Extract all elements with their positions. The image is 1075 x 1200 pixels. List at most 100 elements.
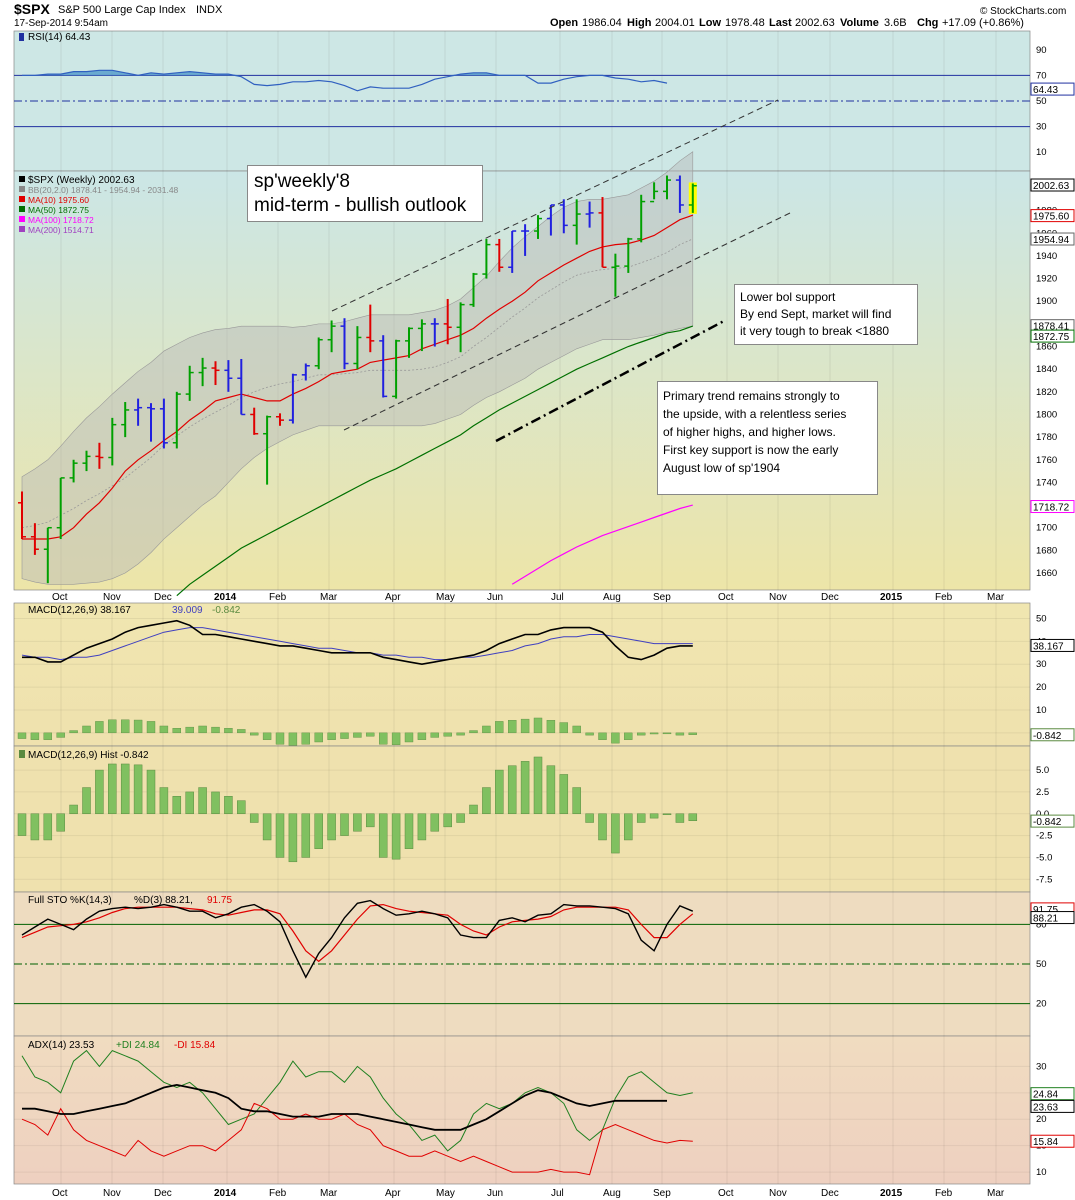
- macd-hist-bar: [430, 732, 439, 738]
- header-symbol: $SPX: [14, 1, 50, 17]
- primary-trend-annotation-box: Primary trend remains strongly to the up…: [657, 381, 878, 495]
- header-exchange: INDX: [196, 4, 223, 16]
- x-axis-label: Apr: [385, 592, 401, 603]
- ma10-line: [22, 214, 693, 540]
- hist-legend: MACD(12,26,9) Hist -0.842: [28, 750, 149, 761]
- title-annotation-line-2: mid-term - bullish outlook: [254, 195, 467, 216]
- ma50-line: [176, 325, 694, 597]
- price-panel-bg: [13, 170, 1031, 591]
- histogram-bar: [662, 813, 672, 816]
- indicator-lines: [21, 69, 694, 1176]
- price-tag-bg: [1030, 209, 1075, 223]
- histogram-bar: [482, 787, 491, 815]
- price-legend-swatch: [19, 176, 25, 182]
- macd-hist-bar: [340, 732, 349, 739]
- histogram-bar: [237, 800, 246, 815]
- histogram-bar: [82, 787, 91, 815]
- macd-hist-bar: [624, 732, 633, 740]
- macd-hist-bar: [82, 725, 91, 734]
- macd-hist-bar: [198, 725, 207, 734]
- price-y-tick: 1920: [1036, 274, 1057, 285]
- price-legend: MA(100) 1718.72: [28, 215, 94, 225]
- header-chg-label: Chg: [917, 17, 938, 29]
- histogram-bar: [559, 774, 569, 815]
- adx-y-tick: 30: [1036, 1061, 1047, 1072]
- trend-channel: [331, 99, 791, 443]
- rsi-y-tick: 70: [1036, 70, 1047, 81]
- price-y-tick: 1820: [1036, 387, 1057, 398]
- adx-y-tick: 20: [1036, 1114, 1047, 1125]
- macd-hist-last-label-bg: [1030, 728, 1075, 742]
- histogram-bar: [598, 813, 607, 841]
- histogram-bar: [301, 813, 311, 858]
- histogram-bar: [675, 813, 685, 823]
- histogram-bar: [95, 769, 104, 815]
- hist-y-tick: -7.5: [1036, 874, 1052, 885]
- histogram-bar: [340, 813, 349, 836]
- macd-y-tick: 20: [1036, 682, 1047, 693]
- histogram-bar: [624, 813, 633, 841]
- histogram-bar: [520, 761, 530, 815]
- macd-hist-bar: [56, 732, 65, 738]
- price-y-tick: 1940: [1036, 251, 1057, 262]
- macd-hist-bar: [43, 732, 52, 740]
- adx-x-axis-label: Jul: [551, 1188, 564, 1199]
- x-axis-label: 2014: [214, 592, 237, 603]
- macd-hist-bar: [443, 732, 452, 737]
- macd-hist-bar: [675, 732, 685, 736]
- macd-hist-bar: [275, 732, 285, 745]
- header-date: 17-Sep-2014 9:54am: [14, 18, 108, 29]
- macd-hist-bar: [546, 720, 556, 734]
- x-axis-label: Feb: [269, 592, 287, 603]
- macd-panel-bg: [13, 602, 1031, 747]
- adx-x-axis-label: Feb: [935, 1188, 953, 1199]
- histogram-bar: [469, 804, 478, 815]
- macd-y-tick: 30: [1036, 659, 1047, 670]
- histogram-bar: [159, 787, 169, 815]
- sto-k-line: [21, 899, 694, 979]
- axis-labels: 103050709064.431660168017001720174017601…: [52, 45, 1075, 1199]
- adx-x-axis-label: Dec: [821, 1188, 839, 1199]
- x-axis-label: Nov: [769, 592, 787, 603]
- histogram-bar: [288, 813, 298, 863]
- macd-hist-bar: [108, 719, 117, 734]
- macd-hist-bar: [172, 728, 182, 734]
- histogram-bar: [69, 804, 78, 815]
- histogram-bar: [636, 813, 646, 823]
- rsi-last-label-bg: [1030, 82, 1075, 96]
- rsi-line: [22, 69, 668, 92]
- histogram-bar: [314, 813, 323, 849]
- adx-x-axis-label: Aug: [603, 1188, 621, 1199]
- x-axis-label: Jul: [551, 592, 564, 603]
- header-name: S&P 500 Large Cap Index: [58, 4, 186, 16]
- rsi-y-tick: 30: [1036, 122, 1047, 133]
- hist-last-label-bg: [1030, 814, 1075, 828]
- price-y-tick: 1900: [1036, 296, 1057, 307]
- macd-hist-bar: [211, 726, 220, 734]
- macd-hist-bar: [262, 732, 272, 740]
- macd-hist-bar: [533, 717, 543, 734]
- sto-y-tick: 20: [1036, 999, 1047, 1010]
- hist-y-tick: -5.0: [1036, 852, 1052, 863]
- histogram-bar: [546, 765, 556, 815]
- histogram-bar: [533, 756, 543, 815]
- x-axis-label: Feb: [935, 592, 953, 603]
- rsi-y-tick: 10: [1036, 147, 1047, 158]
- macd-hist-bar: [379, 732, 388, 745]
- macd-hist-bar: [327, 732, 336, 740]
- histogram-bar: [30, 813, 40, 841]
- adx-x-axis-label: Oct: [52, 1188, 68, 1199]
- legends: RSI(14) 64.43 $SPX (Weekly) 2002.63BB(20,…: [19, 32, 241, 1051]
- rsi-legend-swatch: [19, 33, 24, 41]
- histogram-bar: [211, 791, 220, 815]
- macd-hist-bar: [520, 718, 530, 734]
- price-tag: 2002.63: [1033, 181, 1070, 192]
- header-last-label: Last: [769, 17, 792, 29]
- sto-legend: Full STO %K(14,3): [28, 895, 112, 906]
- histogram-bar: [404, 813, 414, 849]
- macd-hist-bar: [417, 732, 427, 740]
- header-open-label: Open: [550, 17, 578, 29]
- macd-legend-hist: -0.842: [212, 605, 241, 616]
- macd-hist-bar: [120, 719, 130, 734]
- macd-last-label-bg: [1030, 638, 1075, 652]
